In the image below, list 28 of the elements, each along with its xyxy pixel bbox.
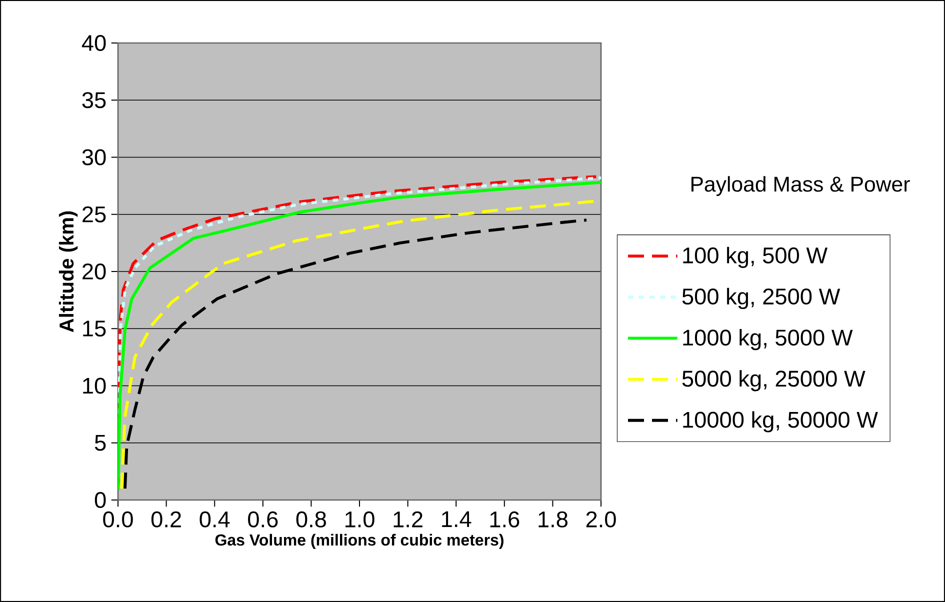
legend-label: 1000 kg, 5000 W	[683, 329, 853, 350]
legend-label: 10000 kg, 50000 W	[683, 411, 878, 432]
x-tick-label: 1.2	[394, 511, 422, 528]
x-tick-label: 1.6	[490, 511, 520, 528]
x-tick-label: 2.0	[586, 511, 616, 528]
y-tick-label: 35	[82, 92, 106, 108]
x-tick-label: 1.0	[345, 511, 374, 528]
x-tick-label: 1.8	[538, 511, 568, 528]
x-tick-label: 0.4	[200, 511, 230, 528]
legend-label: 100 kg, 500 W	[683, 246, 828, 268]
y-tick-label: 10	[83, 378, 106, 394]
x-axis-title: Gas Volume (millions of cubic meters)	[215, 534, 504, 549]
y-tick-label: 25	[82, 206, 106, 222]
x-tick-label: 0.8	[296, 511, 326, 528]
x-tick-label: 0.2	[151, 511, 181, 528]
legend-label: 500 kg, 2500 W	[682, 288, 840, 310]
legend-title: Payload Mass & Power	[691, 176, 910, 196]
y-tick-label: 40	[82, 34, 106, 52]
x-tick-label: 1.4	[442, 511, 472, 527]
legend-label: 5000 kg, 25000 W	[682, 370, 866, 392]
x-tick-label: 0.0	[103, 511, 133, 528]
y-tick-label: 15	[83, 320, 106, 337]
x-tick-label: 0.6	[248, 511, 278, 528]
y-tick-label: 30	[82, 149, 106, 166]
y-tick-label: 20	[82, 263, 106, 280]
y-axis-title: Altitude (km)	[58, 211, 78, 332]
y-tick-label: 5	[94, 434, 106, 451]
y-tick-label: 0	[94, 492, 106, 508]
